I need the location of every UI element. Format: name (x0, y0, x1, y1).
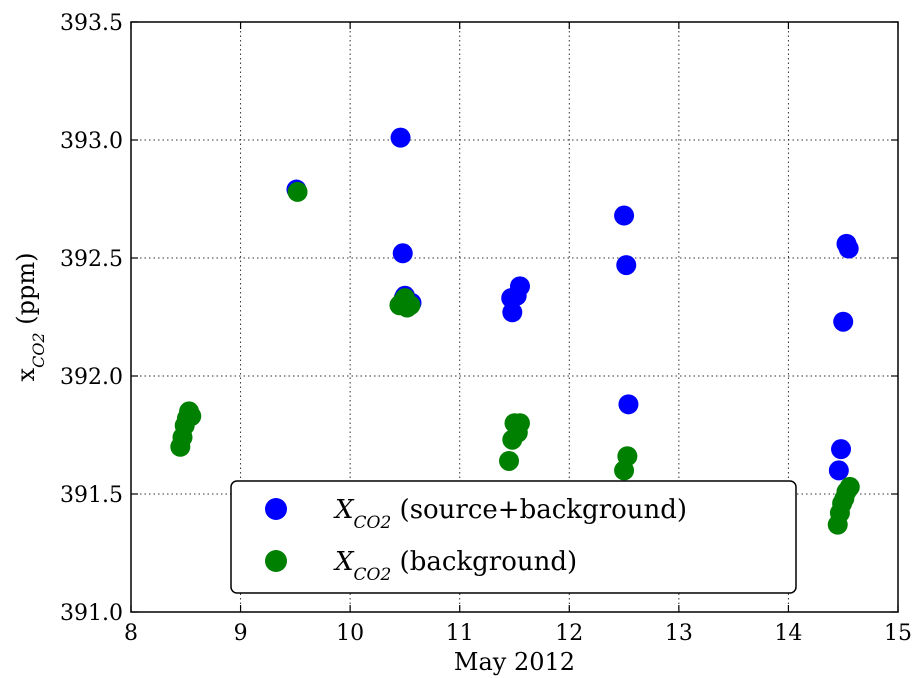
data-point-background (617, 446, 638, 467)
x-tick-label: 9 (234, 621, 248, 646)
data-point-source-background (509, 276, 530, 297)
data-point-background (181, 406, 202, 427)
y-axis-label-sub: CO2 (29, 332, 48, 368)
data-point-source-background (831, 439, 852, 460)
data-point-source-background (833, 311, 854, 332)
data-points (170, 127, 860, 535)
legend-entry-0-rest: (source+background) (391, 495, 687, 525)
y-axis-label-main: x (12, 367, 40, 381)
y-tick-label: 391.0 (60, 601, 123, 626)
data-point-source-background (828, 460, 849, 481)
legend-entry-1-sub: CO2 (354, 565, 392, 585)
y-tick-label: 393.0 (60, 129, 123, 154)
data-point-source-background (502, 302, 523, 323)
legend-entry-1-main: X (333, 547, 355, 577)
legend-entry-source-background: XCO2 (source+background) (333, 495, 687, 533)
x-axis-label: May 2012 (454, 648, 575, 676)
x-tick-label: 12 (555, 621, 583, 646)
legend: XCO2 (source+background) XCO2 (backgroun… (230, 480, 797, 594)
legend-entry-0-sub: CO2 (354, 513, 392, 533)
plot-frame (130, 21, 899, 613)
x-tick-label: 8 (124, 621, 138, 646)
data-point-background (839, 476, 860, 497)
axis-ticks: 8 9 10 11 12 13 14 15 391.0 391.5 392.0 392.5 393.0 3… (60, 11, 912, 646)
data-point-source-background (616, 255, 637, 276)
data-point-background (400, 295, 421, 316)
y-axis-label: xCO2 (ppm) (12, 253, 48, 382)
data-point-source-background (392, 243, 413, 264)
legend-entry-0-main: X (333, 495, 355, 525)
y-tick-label: 392.0 (60, 365, 123, 390)
y-tick-label: 391.5 (60, 483, 123, 508)
x-tick-label: 11 (446, 621, 474, 646)
legend-entry-1-rest: (background) (391, 547, 577, 577)
data-point-background (509, 413, 530, 434)
data-point-source-background (838, 238, 859, 259)
x-tick-label: 13 (665, 621, 693, 646)
data-point-source-background (614, 205, 635, 226)
y-tick-label: 393.5 (60, 11, 123, 36)
legend-box (230, 480, 797, 594)
data-point-source-background (390, 127, 411, 148)
y-tick-label: 392.5 (60, 247, 123, 272)
x-tick-label: 10 (336, 621, 364, 646)
x-tick-label: 15 (884, 621, 912, 646)
legend-marker-background (265, 550, 287, 572)
data-point-background (499, 450, 520, 471)
y-axis-label-unit: (ppm) (12, 253, 40, 333)
legend-entry-background: XCO2 (background) (333, 547, 577, 585)
data-point-background (287, 181, 308, 202)
x-tick-label: 14 (774, 621, 802, 646)
data-point-source-background (618, 394, 639, 415)
legend-marker-source-background (265, 498, 287, 520)
